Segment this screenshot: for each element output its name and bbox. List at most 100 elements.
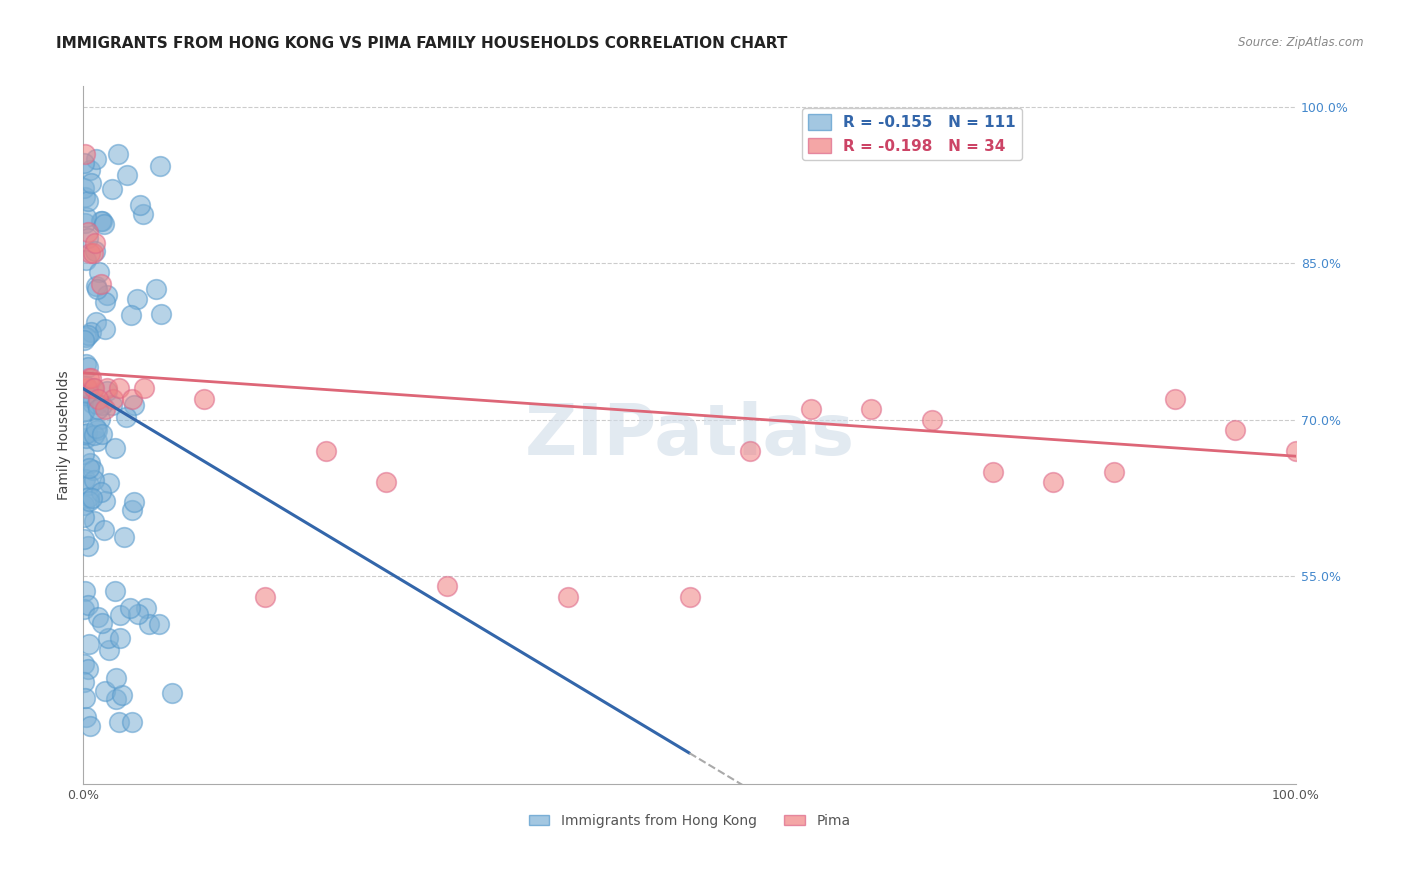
Point xyxy=(84,421,107,435)
Point xyxy=(77,194,100,208)
Point xyxy=(678,590,700,604)
Point xyxy=(90,214,112,228)
Point xyxy=(93,523,115,537)
Point xyxy=(86,397,108,411)
Point xyxy=(75,215,97,229)
Point xyxy=(73,675,96,690)
Point xyxy=(91,427,114,442)
Point xyxy=(73,532,96,546)
Legend: Immigrants from Hong Kong, Pima: Immigrants from Hong Kong, Pima xyxy=(523,808,856,833)
Point xyxy=(79,457,101,471)
Point xyxy=(86,392,108,406)
Point xyxy=(75,357,97,371)
Point xyxy=(557,590,579,604)
Point xyxy=(86,434,108,448)
Point xyxy=(73,404,96,418)
Point xyxy=(77,231,100,245)
Point xyxy=(83,244,105,258)
Point xyxy=(315,444,337,458)
Point xyxy=(77,371,100,385)
Point xyxy=(132,207,155,221)
Point xyxy=(436,579,458,593)
Point xyxy=(84,153,107,167)
Point xyxy=(149,159,172,173)
Point xyxy=(76,225,98,239)
Point xyxy=(148,617,170,632)
Point xyxy=(86,315,108,329)
Point xyxy=(160,686,183,700)
Point xyxy=(75,710,97,724)
Point xyxy=(75,190,97,204)
Point xyxy=(79,637,101,651)
Point xyxy=(132,382,155,396)
Point xyxy=(253,590,276,604)
Point xyxy=(107,147,129,161)
Point xyxy=(77,390,100,404)
Point xyxy=(149,307,172,321)
Point xyxy=(121,503,143,517)
Point xyxy=(75,432,97,446)
Point xyxy=(1285,444,1308,458)
Y-axis label: Family Households: Family Households xyxy=(58,370,72,500)
Point xyxy=(104,441,127,455)
Point xyxy=(73,657,96,672)
Point xyxy=(83,427,105,442)
Point xyxy=(77,460,100,475)
Point xyxy=(80,326,103,340)
Point xyxy=(96,384,118,398)
Point xyxy=(135,601,157,615)
Point xyxy=(89,412,111,426)
Point xyxy=(93,684,115,698)
Point xyxy=(97,642,120,657)
Point xyxy=(73,447,96,461)
Point xyxy=(375,475,398,490)
Point xyxy=(105,671,128,685)
Point xyxy=(125,292,148,306)
Point xyxy=(94,322,117,336)
Point xyxy=(75,330,97,344)
Point xyxy=(76,426,98,441)
Point xyxy=(86,423,108,437)
Point xyxy=(96,288,118,302)
Point xyxy=(800,402,823,417)
Text: ZIPatlas: ZIPatlas xyxy=(524,401,855,470)
Point xyxy=(73,156,96,170)
Point xyxy=(1225,423,1247,437)
Point xyxy=(77,360,100,375)
Point xyxy=(101,398,124,412)
Point xyxy=(75,210,97,224)
Point xyxy=(108,382,131,396)
Point xyxy=(90,277,112,292)
Point xyxy=(83,474,105,488)
Point xyxy=(98,475,121,490)
Point xyxy=(115,410,138,425)
Point xyxy=(120,308,142,322)
Point xyxy=(73,427,96,442)
Point xyxy=(97,632,120,646)
Point xyxy=(83,382,105,396)
Point xyxy=(104,692,127,706)
Point xyxy=(79,163,101,178)
Point xyxy=(1042,475,1064,490)
Point xyxy=(1164,392,1187,406)
Point xyxy=(84,279,107,293)
Point xyxy=(122,494,145,508)
Point xyxy=(93,217,115,231)
Point xyxy=(87,401,110,416)
Point xyxy=(93,494,115,508)
Point xyxy=(80,176,103,190)
Point xyxy=(75,388,97,402)
Point xyxy=(79,719,101,733)
Point xyxy=(981,465,1004,479)
Point xyxy=(96,382,118,396)
Point xyxy=(77,328,100,343)
Point xyxy=(108,631,131,645)
Point xyxy=(76,539,98,553)
Text: IMMIGRANTS FROM HONG KONG VS PIMA FAMILY HOUSEHOLDS CORRELATION CHART: IMMIGRANTS FROM HONG KONG VS PIMA FAMILY… xyxy=(56,36,787,51)
Point xyxy=(76,382,98,396)
Point xyxy=(860,402,883,417)
Point xyxy=(86,282,108,296)
Point xyxy=(145,282,167,296)
Point xyxy=(91,398,114,412)
Point xyxy=(87,265,110,279)
